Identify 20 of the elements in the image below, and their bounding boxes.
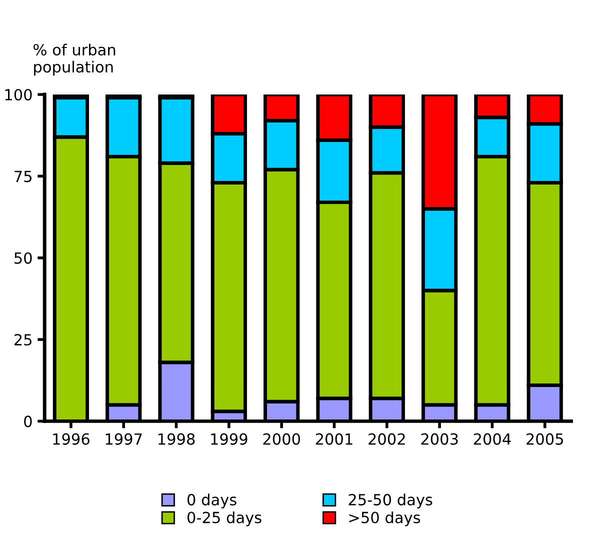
y-tick-label: 0 <box>24 416 32 428</box>
x-tick-label: 2000 <box>263 433 300 445</box>
x-tick-label: 1998 <box>158 433 195 445</box>
y-tick-label: 100 <box>5 88 32 101</box>
x-tick-label: 1996 <box>53 433 90 445</box>
legend-label: 25-50 days <box>348 494 432 508</box>
x-tick-label: 1997 <box>106 433 142 445</box>
x-tick-label: 2004 <box>474 433 511 445</box>
x-tick-label: 2003 <box>421 433 458 445</box>
x-tick-label: 2005 <box>526 433 563 445</box>
y-tick-label: 50 <box>14 252 32 264</box>
legend-label: 0 days <box>188 494 236 508</box>
y-axis-title: % of urban population <box>34 44 116 76</box>
x-tick-label: 2001 <box>316 433 352 445</box>
x-tick-label: 1999 <box>211 433 248 445</box>
y-tick-label: 25 <box>14 334 32 346</box>
y-tick-label: 75 <box>14 170 32 182</box>
legend-label: >50 days <box>349 511 420 526</box>
x-tick-label: 2002 <box>368 433 405 445</box>
legend-label: 0-25 days <box>188 511 262 526</box>
